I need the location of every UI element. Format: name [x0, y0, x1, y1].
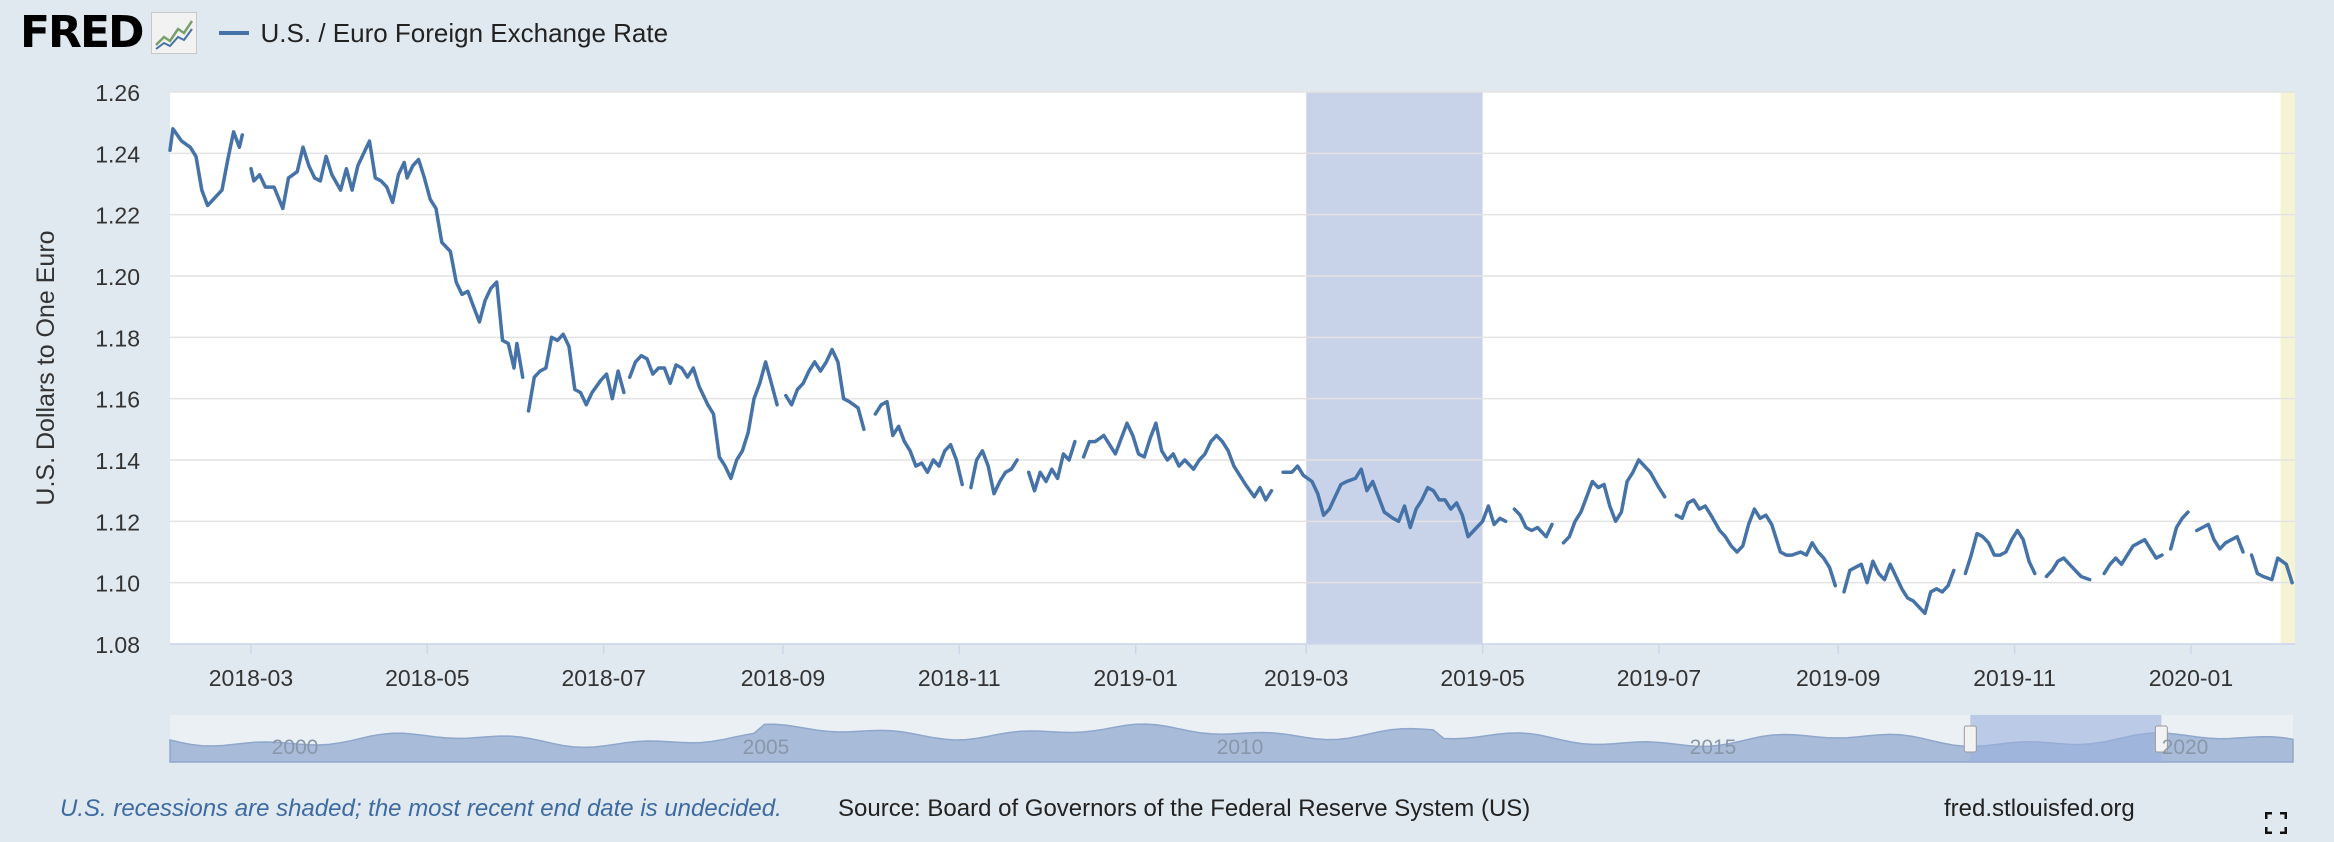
navigator-year-label: 2005	[743, 736, 790, 759]
y-tick-label: 1.12	[95, 509, 140, 535]
x-tick-label: 2019-11	[1973, 665, 2056, 691]
header: FRED U.S. / Euro Foreign Exchange Rate	[20, 8, 668, 58]
y-tick-label: 1.22	[95, 203, 140, 229]
legend-series-label: U.S. / Euro Foreign Exchange Rate	[260, 17, 669, 48]
x-tick-label: 2019-05	[1440, 665, 1524, 691]
legend-line-swatch	[218, 31, 249, 35]
series-line-segment[interactable]	[2102, 537, 2164, 576]
series-line-segment[interactable]	[1674, 498, 1838, 588]
fred-logo-icon[interactable]	[150, 12, 197, 54]
y-axis-label: U.S. Dollars to One Euro	[32, 230, 60, 505]
series-line-segment[interactable]	[969, 449, 1019, 496]
site-url[interactable]: fred.stlouisfed.org	[1944, 795, 2135, 822]
series-line-segment[interactable]	[2168, 510, 2190, 551]
series-line-segment[interactable]	[873, 399, 964, 487]
x-tick-label: 2019-01	[1093, 665, 1177, 691]
navigator-selection[interactable]	[1970, 715, 2162, 762]
x-tick-label: 2018-03	[209, 665, 293, 691]
recession-shading	[1306, 92, 1483, 644]
navigator-year-label: 2010	[1217, 736, 1264, 759]
series-line-segment[interactable]	[2044, 556, 2092, 582]
y-tick-label: 1.24	[95, 141, 140, 167]
series-line-segment[interactable]	[1281, 464, 1508, 539]
fred-logo[interactable]: FRED	[20, 7, 145, 58]
navigator-handle[interactable]	[2154, 725, 2168, 753]
navigator-year-label: 2000	[272, 736, 319, 759]
x-tick-label: 2020-01	[2149, 665, 2233, 691]
series-line-segment[interactable]	[2249, 553, 2294, 585]
series-line-segment[interactable]	[1842, 559, 1956, 616]
y-tick-label: 1.10	[95, 571, 140, 597]
x-tick-label: 2018-11	[918, 665, 1001, 691]
series-line-segment[interactable]	[526, 332, 626, 413]
source-text: Source: Board of Governors of the Federa…	[838, 795, 1531, 822]
recession-note: U.S. recessions are shaded; the most rec…	[60, 795, 782, 822]
y-tick-label: 1.20	[95, 264, 140, 290]
series-line-segment[interactable]	[249, 139, 525, 379]
y-tick-label: 1.18	[95, 325, 140, 351]
x-tick-label: 2019-07	[1617, 665, 1701, 691]
y-tick-label: 1.26	[95, 80, 140, 106]
undecided-recession-shading	[2280, 92, 2295, 644]
navigator-year-label: 2020	[2162, 736, 2209, 759]
series-line-segment[interactable]	[1512, 507, 1554, 539]
series-line-segment[interactable]	[2194, 522, 2245, 554]
y-tick-label: 1.08	[95, 632, 140, 658]
series-line-segment[interactable]	[1081, 421, 1274, 502]
series-line-segment[interactable]	[1963, 528, 2037, 576]
navigator-handle[interactable]	[1963, 725, 1977, 753]
x-tick-label: 2018-05	[385, 665, 469, 691]
navigator-series-area	[169, 723, 2294, 763]
series-line-segment[interactable]	[784, 347, 866, 432]
series-line-segment[interactable]	[1561, 458, 1667, 545]
series-line-segment[interactable]	[168, 127, 245, 208]
series-line-segment[interactable]	[1026, 439, 1077, 493]
fullscreen-icon[interactable]	[2265, 812, 2287, 834]
x-tick-label: 2018-07	[561, 665, 645, 691]
y-tick-label: 1.16	[95, 387, 140, 413]
x-tick-label: 2018-09	[741, 665, 825, 691]
x-tick-label: 2019-03	[1264, 665, 1348, 691]
legend: U.S. / Euro Foreign Exchange Rate	[218, 17, 669, 49]
series-line-segment[interactable]	[627, 353, 779, 481]
navigator-year-label: 2015	[1690, 736, 1737, 759]
y-tick-label: 1.14	[95, 448, 140, 474]
plot-area[interactable]	[170, 92, 2295, 644]
x-tick-label: 2019-09	[1796, 665, 1880, 691]
